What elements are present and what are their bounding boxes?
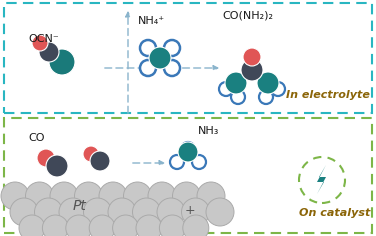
Circle shape xyxy=(83,198,112,226)
Circle shape xyxy=(108,198,136,226)
Circle shape xyxy=(66,215,92,236)
Text: Pt: Pt xyxy=(73,199,87,213)
Circle shape xyxy=(140,40,156,56)
Circle shape xyxy=(26,182,53,210)
Circle shape xyxy=(35,198,62,226)
Circle shape xyxy=(37,149,55,167)
Circle shape xyxy=(192,155,206,169)
Circle shape xyxy=(1,182,29,210)
Circle shape xyxy=(10,198,38,226)
Circle shape xyxy=(159,215,185,236)
Circle shape xyxy=(299,157,345,203)
Text: CO(NH₂)₂: CO(NH₂)₂ xyxy=(222,10,273,20)
Circle shape xyxy=(164,60,180,76)
Circle shape xyxy=(259,90,273,104)
Circle shape xyxy=(132,198,161,226)
Circle shape xyxy=(49,49,75,75)
Circle shape xyxy=(99,182,127,210)
Circle shape xyxy=(197,182,225,210)
Circle shape xyxy=(164,40,180,56)
Circle shape xyxy=(83,146,99,162)
Circle shape xyxy=(123,182,152,210)
Circle shape xyxy=(140,60,156,76)
Circle shape xyxy=(46,155,68,177)
Circle shape xyxy=(181,142,195,156)
Circle shape xyxy=(74,182,103,210)
Text: On catalyst: On catalyst xyxy=(299,208,370,218)
Circle shape xyxy=(90,151,110,171)
Circle shape xyxy=(112,215,139,236)
Circle shape xyxy=(148,182,176,210)
Circle shape xyxy=(243,48,261,66)
Circle shape xyxy=(178,142,198,162)
Circle shape xyxy=(59,198,87,226)
Circle shape xyxy=(89,215,115,236)
Circle shape xyxy=(241,59,263,81)
Circle shape xyxy=(39,42,59,62)
Text: OCN⁻: OCN⁻ xyxy=(28,34,59,44)
Text: NH₃: NH₃ xyxy=(198,126,219,136)
Circle shape xyxy=(231,90,245,104)
Circle shape xyxy=(42,215,68,236)
Circle shape xyxy=(173,182,200,210)
Circle shape xyxy=(206,198,234,226)
Text: +: + xyxy=(185,203,195,216)
Circle shape xyxy=(170,155,184,169)
Circle shape xyxy=(149,47,171,69)
Bar xyxy=(4,3,372,113)
Circle shape xyxy=(19,215,45,236)
Circle shape xyxy=(50,182,78,210)
Circle shape xyxy=(157,198,185,226)
Bar xyxy=(4,118,372,233)
Circle shape xyxy=(219,82,233,96)
Circle shape xyxy=(136,215,162,236)
Text: In electrolyte: In electrolyte xyxy=(286,90,370,100)
Circle shape xyxy=(257,72,279,94)
Circle shape xyxy=(183,215,209,236)
Text: NH₄⁺: NH₄⁺ xyxy=(138,16,165,26)
Circle shape xyxy=(271,82,285,96)
Circle shape xyxy=(182,198,209,226)
Text: CO: CO xyxy=(28,133,44,143)
Circle shape xyxy=(32,35,48,51)
Circle shape xyxy=(225,72,247,94)
Polygon shape xyxy=(317,165,326,194)
